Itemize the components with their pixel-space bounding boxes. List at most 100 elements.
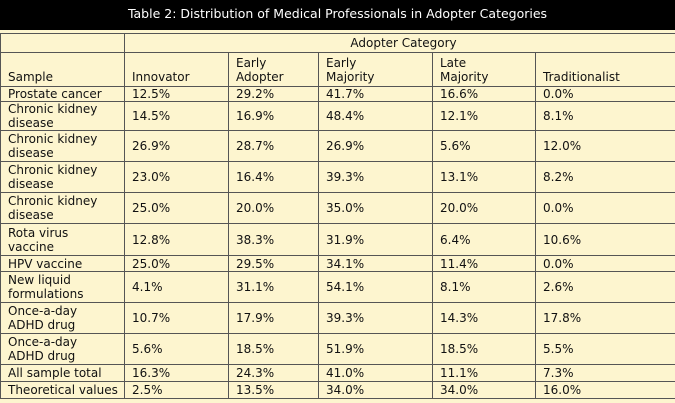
row-label: Theoretical values [0, 381, 125, 399]
cell: 20.0% [432, 192, 536, 224]
cell: 35.0% [318, 192, 433, 224]
cell-text: 31.1% [236, 280, 275, 294]
column-header-text: Traditionalist [543, 70, 620, 84]
cell: 13.1% [432, 161, 536, 193]
cell-text: 16.9% [236, 109, 275, 123]
cell-text: 14.3% [440, 311, 479, 325]
cell-text: 10.6% [543, 232, 582, 247]
cell: 11.4% [432, 255, 536, 272]
cell-text: 0.0% [543, 201, 574, 215]
column-header-text: Innovator [132, 70, 190, 84]
row-label: Once-a-day ADHD drug [0, 302, 125, 334]
cell-text: 8.1% [440, 280, 471, 294]
cell-text: 26.9% [326, 139, 365, 153]
column-header: Innovator [124, 52, 229, 87]
empty-cell [0, 33, 125, 53]
data-table: Adopter Category Sample Innovator Early Ad… [0, 33, 675, 399]
table-row: New liquid formulations 4.1% 31.1% 54.1% 8.1… [0, 271, 675, 303]
row-label-text: Rota virus vaccine [8, 225, 69, 254]
cell-text: 38.3% [236, 232, 275, 247]
cell: 12.8% [124, 223, 229, 256]
row-label-text: Chronic kidney disease [8, 163, 98, 191]
cell: 39.3% [318, 161, 433, 193]
table-row: All sample total 16.3% 24.3% 41.0% 11.1% 7.3% [0, 364, 675, 382]
cell-text: 31.9% [326, 232, 365, 247]
cell-text: 2.5% [132, 383, 163, 397]
row-label-text: Chronic kidney disease [8, 102, 98, 130]
cell: 31.9% [318, 223, 433, 256]
cell-text: 41.7% [326, 87, 365, 101]
cell-text: 28.7% [236, 139, 275, 153]
cell-text: 48.4% [326, 109, 365, 123]
cell-text: 12.8% [132, 232, 171, 247]
cell-text: 20.0% [236, 201, 275, 215]
group-header-row: Adopter Category [0, 33, 675, 53]
cell: 8.2% [534, 161, 675, 193]
row-label-text: Once-a-day ADHD drug [8, 335, 78, 363]
cell-text: 5.5% [543, 342, 574, 356]
cell: 18.5% [432, 333, 536, 365]
cell-text: 17.8% [543, 311, 582, 325]
cell-text: 34.1% [326, 256, 365, 271]
table-row: Once-a-day ADHD drug 5.6% 18.5% 51.9% 18.5% 5… [0, 333, 675, 365]
table-row: Chronic kidney disease 25.0% 20.0% 35.0% 20.… [0, 192, 675, 224]
cell-text: 35.0% [326, 201, 365, 215]
column-header: Late Majority [432, 52, 536, 87]
column-header-text: Early Majority [326, 56, 375, 84]
row-label-text: All sample total [8, 366, 102, 380]
cell-text: 34.0% [326, 383, 365, 397]
cell-text: 41.0% [326, 366, 365, 380]
cell-text: 18.5% [236, 342, 275, 356]
cell-text: 8.1% [543, 109, 574, 123]
cell: 14.5% [124, 101, 229, 131]
row-label-text: Once-a-day ADHD drug [8, 304, 78, 332]
column-header: Traditionalist [534, 52, 675, 87]
cell: 41.0% [318, 364, 433, 382]
cell: 34.0% [318, 381, 433, 399]
cell-text: 39.3% [326, 170, 365, 184]
cell: 25.0% [124, 192, 229, 224]
cell: 20.0% [228, 192, 319, 224]
cell-text: 29.2% [236, 87, 275, 101]
cell: 17.8% [534, 302, 675, 334]
cell: 18.5% [228, 333, 319, 365]
table-row: Rota virus vaccine 12.8% 38.3% 31.9% 6.4% 10.… [0, 223, 675, 256]
row-label-text: New liquid formulations [8, 273, 84, 301]
table-row: Chronic kidney disease 14.5% 16.9% 48.4% 12.… [0, 101, 675, 131]
cell: 0.0% [534, 255, 675, 272]
table-body: Adopter Category Sample Innovator Early Ad… [0, 33, 675, 399]
row-label-text: Chronic kidney disease [8, 132, 98, 160]
cell: 0.0% [534, 192, 675, 224]
cell: 24.3% [228, 364, 319, 382]
cell: 41.7% [318, 86, 433, 102]
cell-text: 34.0% [440, 383, 479, 397]
cell: 10.6% [534, 223, 675, 256]
column-header-text: Early Adopter [236, 56, 284, 84]
cell: 26.9% [124, 130, 229, 162]
cell-text: 23.0% [132, 170, 171, 184]
cell-text: 25.0% [132, 201, 171, 215]
cell-text: 13.5% [236, 383, 275, 397]
cell: 39.3% [318, 302, 433, 334]
cell: 25.0% [124, 255, 229, 272]
cell: 10.7% [124, 302, 229, 334]
column-header: Sample [0, 52, 125, 87]
column-header: Early Majority [318, 52, 433, 87]
cell: 2.5% [124, 381, 229, 399]
cell: 14.3% [432, 302, 536, 334]
cell: 6.4% [432, 223, 536, 256]
cell: 28.7% [228, 130, 319, 162]
cell: 26.9% [318, 130, 433, 162]
row-label: Chronic kidney disease [0, 192, 125, 224]
cell: 29.5% [228, 255, 319, 272]
cell: 13.5% [228, 381, 319, 399]
cell-text: 18.5% [440, 342, 479, 356]
cell: 5.5% [534, 333, 675, 365]
cell: 29.2% [228, 86, 319, 102]
cell: 34.0% [432, 381, 536, 399]
cell: 4.1% [124, 271, 229, 303]
cell: 11.1% [432, 364, 536, 382]
row-label-text: Prostate cancer [8, 87, 102, 101]
table-row: Theoretical values 2.5% 13.5% 34.0% 34.0% 16.… [0, 381, 675, 399]
